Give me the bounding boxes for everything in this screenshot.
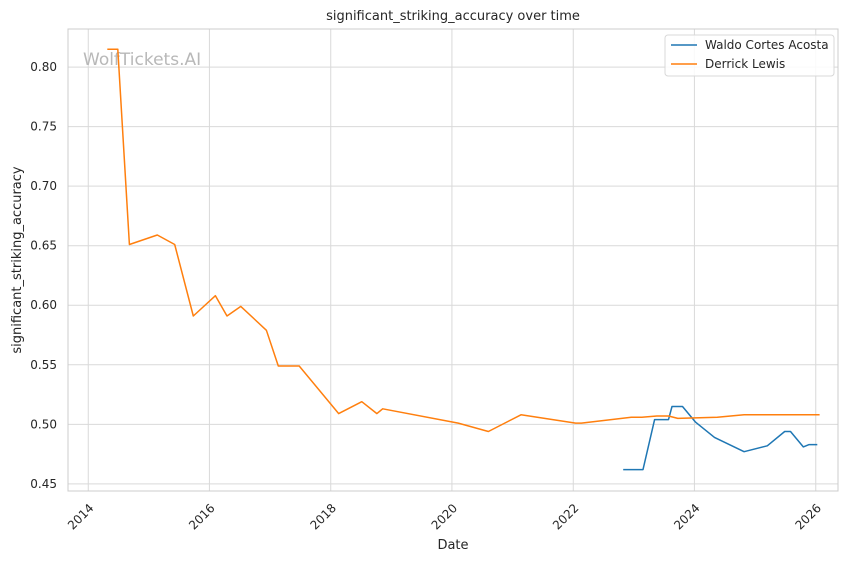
plot-frame bbox=[67, 28, 839, 492]
y-tick-label: 0.70 bbox=[30, 179, 57, 193]
legend-label-derrick-lewis: Derrick Lewis bbox=[705, 57, 785, 71]
y-tick-label: 0.75 bbox=[30, 120, 57, 134]
y-tick-label: 0.60 bbox=[30, 298, 57, 312]
y-tick-label: 0.45 bbox=[30, 477, 57, 491]
y-axis-label: significant_striking_accuracy bbox=[10, 166, 25, 354]
series-line-waldo-cortes-acosta bbox=[623, 405, 818, 471]
chart-title: significant_striking_accuracy over time bbox=[326, 9, 580, 24]
series-line-derrick-lewis bbox=[107, 48, 820, 433]
series-lines bbox=[107, 48, 820, 471]
y-tick-label: 0.50 bbox=[30, 417, 57, 431]
legend: Waldo Cortes Acosta Derrick Lewis bbox=[664, 34, 835, 77]
y-tick-labels: 0.45 0.50 0.55 0.60 0.65 0.70 0.75 0.80 bbox=[30, 60, 57, 491]
x-axis-label: Date bbox=[437, 538, 468, 553]
y-tick-label: 0.80 bbox=[30, 60, 57, 74]
watermark-text: WolfTickets.AI bbox=[83, 50, 201, 70]
legend-box bbox=[664, 34, 835, 77]
grid-lines bbox=[68, 29, 838, 491]
legend-label-waldo-cortes-acosta: Waldo Cortes Acosta bbox=[705, 38, 829, 52]
y-tick-label: 0.65 bbox=[30, 239, 57, 253]
y-tick-label: 0.55 bbox=[30, 358, 57, 372]
